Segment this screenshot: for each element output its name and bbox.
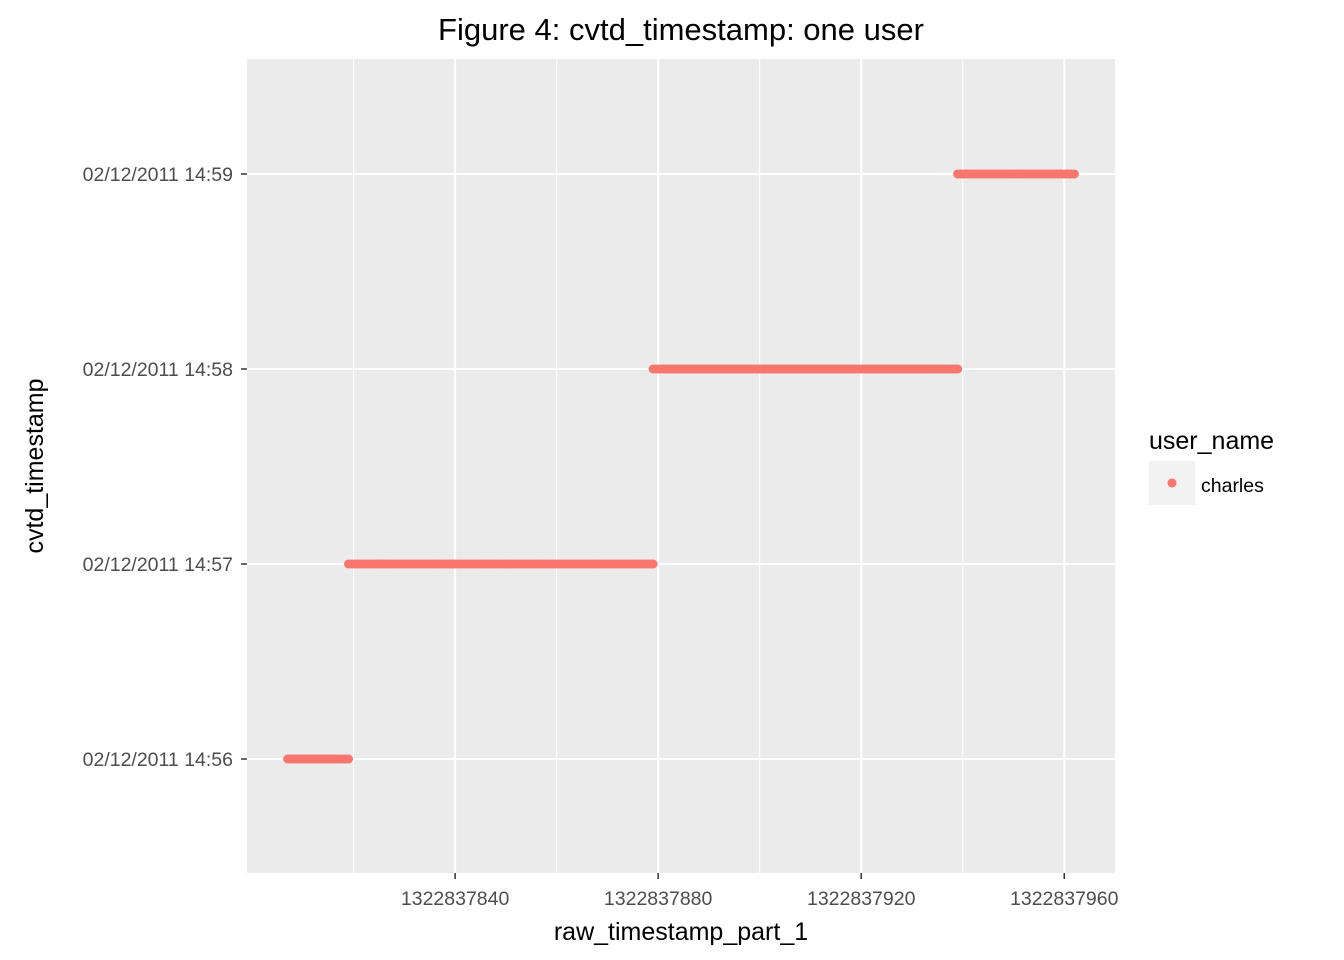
data-point (648, 559, 658, 569)
x-tick-label: 1322837920 (807, 888, 916, 910)
legend-key-charles (1167, 478, 1177, 488)
grid-lines (247, 59, 1115, 873)
data-point (1069, 169, 1079, 179)
y-tick-label: 02/12/2011 14:56 (83, 749, 233, 771)
legend-label-charles: charles (1201, 475, 1264, 497)
legend-title: user_name (1149, 427, 1274, 455)
x-tick-label: 1322837960 (1010, 888, 1119, 910)
x-axis: 1322837840 1322837880 1322837920 1322837960 (401, 873, 1119, 910)
y-axis-title: cvtd_timestamp (21, 378, 49, 553)
x-tick-label: 1322837880 (604, 888, 713, 910)
plot-panel (247, 59, 1115, 873)
chart-title: Figure 4: cvtd_timestamp: one user (438, 12, 924, 47)
x-axis-title: raw_timestamp_part_1 (554, 918, 808, 946)
data-point (953, 364, 963, 374)
legend: user_name charles (1149, 427, 1274, 505)
data-points (283, 169, 1079, 764)
y-tick-label: 02/12/2011 14:58 (83, 359, 233, 381)
y-tick-label: 02/12/2011 14:59 (83, 164, 233, 186)
data-point (344, 754, 354, 764)
y-axis: 02/12/2011 14:56 02/12/2011 14:57 02/12/20… (83, 164, 247, 771)
y-tick-label: 02/12/2011 14:57 (83, 554, 233, 576)
x-tick-label: 1322837840 (401, 888, 510, 910)
